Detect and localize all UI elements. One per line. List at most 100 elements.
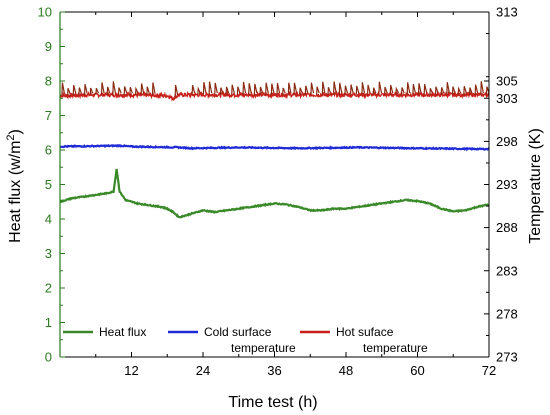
hot-surface-spike (310, 82, 315, 95)
hot-surface-spike (485, 86, 490, 95)
hot-surface-temperature-line (59, 90, 490, 102)
hot-surface-spike (282, 87, 286, 95)
hot-surface-spike (151, 82, 156, 96)
hot-surface-spike (480, 81, 484, 95)
right-y-tick-label: 298 (496, 134, 518, 149)
hot-surface-spike (338, 82, 343, 95)
left-y-tick-label: 6 (45, 143, 52, 158)
hot-surface-spike (463, 85, 467, 95)
hot-surface-spike (270, 83, 275, 95)
x-tick-label: 48 (339, 363, 353, 378)
x-tick-label: 36 (267, 363, 281, 378)
hot-surface-spike (299, 87, 303, 95)
x-tick-label: 60 (410, 363, 424, 378)
hot-surface-spike (457, 86, 462, 95)
right-y-tick-label: 293 (496, 177, 518, 192)
hot-surface-spike (117, 87, 122, 95)
hot-surface-spike (253, 83, 258, 95)
left-y-axis-title: Heat flux (w/m2) (5, 129, 24, 243)
x-tick-label: 72 (482, 363, 496, 378)
hot-surface-spike (225, 86, 230, 95)
hot-surface-spike (355, 85, 360, 95)
hot-surface-spike (429, 87, 433, 95)
right-y-tick-label: 283 (496, 263, 518, 278)
hot-surface-spike (423, 84, 428, 95)
heat-flux-line (59, 168, 489, 219)
hot-surface-spike (112, 81, 117, 95)
axes: 0123456789102732782832882932983033053131… (38, 5, 518, 379)
hot-surface-spike (349, 84, 354, 95)
hot-surface-spike (140, 83, 145, 96)
hot-surface-spike (197, 86, 201, 95)
hot-surface-spike (191, 85, 196, 95)
hot-surface-spike (366, 84, 371, 95)
hot-surface-spike (276, 82, 281, 95)
hot-surface-spike (344, 85, 349, 95)
right-y-tick-label: 273 (496, 350, 518, 365)
legend-label-line2: temperature (363, 341, 428, 355)
hot-surface-spike (231, 84, 235, 95)
hot-surface-spike (446, 82, 450, 95)
hot-surface-spike (146, 86, 150, 96)
left-y-tick-label: 1 (45, 315, 52, 330)
hot-surface-spike (434, 86, 439, 95)
hot-surface-spike (242, 81, 247, 95)
legend-label: Hot suface (336, 325, 394, 339)
hot-surface-spike (400, 87, 405, 95)
left-y-axis-title-close: ) (7, 129, 24, 134)
left-y-tick-label: 2 (45, 281, 52, 296)
hot-surface-spike (61, 82, 66, 96)
x-tick-label: 12 (124, 363, 138, 378)
hot-surface-spike (100, 82, 105, 95)
legend: Heat flux Cold surface temperature Hot sufa… (63, 325, 428, 355)
x-tick-label: 24 (196, 363, 210, 378)
hot-surface-spike (106, 86, 111, 95)
hot-surface-spike (406, 82, 411, 95)
hot-surface-spike (316, 86, 320, 95)
hot-surface-spike (361, 82, 366, 95)
hot-surface-spike (440, 87, 445, 95)
hot-surface-spike (123, 86, 128, 95)
legend-label-line2: temperature (231, 341, 296, 355)
hot-surface-spike (78, 87, 83, 96)
hot-surface-spike (208, 81, 213, 95)
hot-surface-spike (395, 86, 399, 95)
left-y-axis-title-sup: 2 (5, 134, 17, 140)
hot-surface-spike (333, 81, 337, 95)
hot-surface-spike (214, 82, 218, 95)
hot-surface-spike (66, 88, 71, 96)
hot-surface-spike (202, 82, 207, 95)
right-y-tick-label: 313 (496, 5, 518, 20)
hot-surface-spike (372, 87, 377, 95)
left-y-tick-label: 7 (45, 108, 52, 123)
hot-surface-spike (89, 87, 94, 95)
left-y-tick-label: 3 (45, 246, 52, 261)
hot-surface-spike (293, 82, 298, 95)
hot-surface-spike (174, 84, 179, 97)
left-y-tick-label: 8 (45, 74, 52, 89)
left-y-tick-label: 5 (45, 177, 52, 192)
cold-surface-temperature-line (59, 144, 490, 152)
right-y-axis-title: Temperature (K) (527, 128, 544, 244)
hot-surface-spike (378, 81, 383, 95)
hot-surface-spike (451, 86, 456, 95)
hot-surface-spike (287, 82, 292, 95)
left-y-axis-title-main: Heat flux (w/m (7, 141, 24, 243)
hot-surface-spike (83, 83, 88, 96)
plot-area (59, 81, 490, 219)
hot-surface-spike (248, 83, 252, 95)
hot-surface-spike (412, 84, 416, 95)
hot-surface-spike (129, 86, 133, 95)
legend-label: Heat flux (99, 325, 146, 339)
left-y-tick-label: 10 (38, 5, 52, 20)
hot-surface-spike (259, 86, 264, 95)
left-y-tick-label: 0 (45, 350, 52, 365)
hot-surface-spike (134, 86, 139, 95)
hot-surface-spike (236, 86, 241, 95)
hot-surface-spike (321, 81, 326, 95)
right-y-tick-label: 278 (496, 306, 518, 321)
right-y-tick-label: 305 (496, 74, 518, 89)
hot-surface-spike (265, 82, 269, 95)
